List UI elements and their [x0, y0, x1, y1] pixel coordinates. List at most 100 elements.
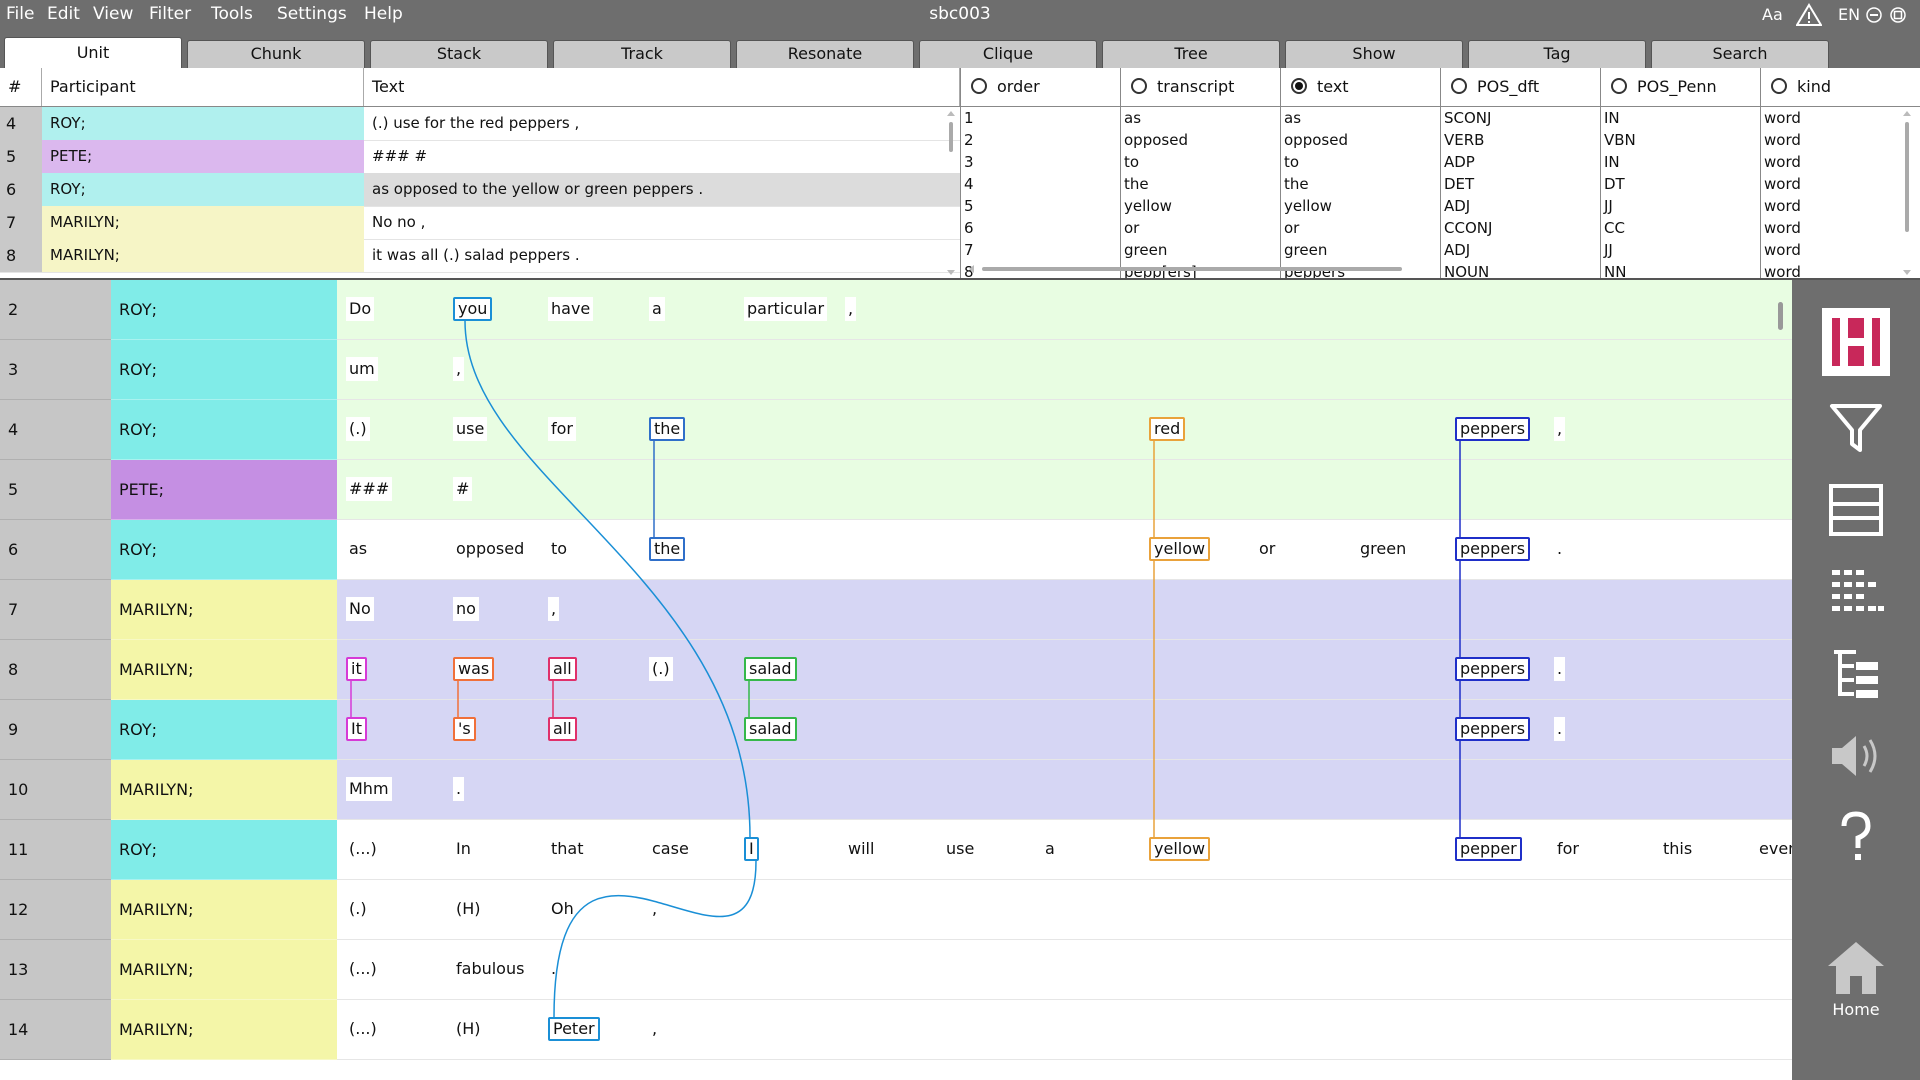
token-cell[interactable]: 5	[964, 197, 974, 215]
grid-row[interactable]: 7 MARILYN; No no,	[0, 580, 1792, 640]
minimize-icon[interactable]	[1866, 7, 1882, 27]
token-cell[interactable]: opposed	[1284, 131, 1348, 149]
token-cell[interactable]: IN	[1604, 109, 1620, 127]
word-token[interactable]: ###	[346, 477, 393, 501]
menu-edit[interactable]: Edit	[47, 4, 80, 24]
word-token[interactable]: It	[346, 717, 367, 741]
grid-row[interactable]: 5 PETE; ### #	[0, 460, 1792, 520]
header-text[interactable]: Text	[364, 68, 960, 106]
word-token[interactable]: or	[1256, 537, 1279, 561]
token-cell[interactable]: IN	[1604, 153, 1620, 171]
word-token[interactable]: ,	[1554, 417, 1566, 441]
radio-button[interactable]	[1451, 77, 1467, 94]
tab-chunk[interactable]: Chunk	[187, 40, 365, 68]
token-cell[interactable]: word	[1764, 241, 1801, 259]
radio-button[interactable]	[1611, 77, 1627, 94]
grid-row[interactable]: 8 MARILYN; it was all (.) salad peppers.	[0, 640, 1792, 700]
word-token[interactable]: .	[1554, 537, 1566, 561]
word-token[interactable]: all	[548, 657, 577, 681]
token-cell[interactable]: to	[1284, 153, 1300, 171]
word-token[interactable]: was	[453, 657, 495, 681]
grid-row[interactable]: 12 MARILYN; (.) (H) Oh,	[0, 880, 1792, 940]
token-cell[interactable]: CCONJ	[1444, 219, 1493, 237]
token-cell[interactable]: yellow	[1124, 197, 1172, 215]
unit-table-scrollbar[interactable]	[944, 108, 958, 278]
word-token[interactable]: peppers	[1455, 417, 1531, 441]
token-cell[interactable]: CC	[1604, 219, 1625, 237]
word-token[interactable]: will	[845, 837, 878, 861]
grid-row[interactable]: 2 ROY; Do you have a particular,	[0, 280, 1792, 340]
word-token[interactable]: you	[453, 297, 493, 321]
word-token[interactable]: peppers	[1455, 537, 1531, 561]
word-token[interactable]: Peter	[548, 1017, 600, 1041]
word-token[interactable]: to	[548, 537, 571, 561]
token-cell[interactable]: VBN	[1604, 131, 1636, 149]
word-token[interactable]: ,	[649, 1017, 661, 1041]
help-icon[interactable]	[1816, 808, 1896, 888]
token-cell[interactable]: word	[1764, 263, 1801, 279]
grid-row[interactable]: 13 MARILYN; (...) fabulous.	[0, 940, 1792, 1000]
grid-scrollbar[interactable]	[1776, 290, 1786, 1070]
word-token[interactable]: for	[1554, 837, 1582, 861]
word-token[interactable]: Do	[346, 297, 375, 321]
word-token[interactable]: ,	[845, 297, 857, 321]
word-token[interactable]: as	[346, 537, 371, 561]
word-token[interactable]: eveni	[1756, 837, 1792, 861]
token-cell[interactable]: word	[1764, 219, 1801, 237]
word-token[interactable]: (...)	[346, 957, 380, 981]
panel-separator[interactable]	[0, 278, 1920, 280]
token-cell[interactable]: DT	[1604, 175, 1625, 193]
word-token[interactable]: particular	[744, 297, 828, 321]
token-cell[interactable]: 2	[964, 131, 974, 149]
token-cell[interactable]: or	[1284, 219, 1300, 237]
word-token[interactable]: no	[453, 597, 479, 621]
word-token[interactable]: yellow	[1149, 837, 1211, 861]
word-token[interactable]: green	[1357, 537, 1410, 561]
word-token[interactable]: peppers	[1455, 657, 1531, 681]
token-cell[interactable]: JJ	[1604, 197, 1613, 215]
word-token[interactable]: yellow	[1149, 537, 1211, 561]
token-cell[interactable]: 7	[964, 241, 974, 259]
token-cell[interactable]: as	[1124, 109, 1142, 127]
word-token[interactable]: I	[744, 837, 759, 861]
token-cell[interactable]: yellow	[1284, 197, 1332, 215]
word-token[interactable]: (H)	[453, 1017, 484, 1041]
menu-view[interactable]: View	[93, 4, 134, 24]
tab-tree[interactable]: Tree	[1102, 40, 1280, 68]
token-cell[interactable]: 1	[964, 109, 974, 127]
word-token[interactable]: No	[346, 597, 374, 621]
word-token[interactable]: In	[453, 837, 474, 861]
token-table-vscrollbar[interactable]	[1900, 108, 1914, 278]
tree-icon[interactable]	[1816, 644, 1896, 724]
tab-unit[interactable]: Unit	[4, 37, 182, 68]
word-token[interactable]: peppers	[1455, 717, 1531, 741]
tab-show[interactable]: Show	[1285, 40, 1463, 68]
token-col-header-kind[interactable]: kind	[1760, 68, 1920, 106]
token-cell[interactable]: the	[1124, 175, 1149, 193]
word-token[interactable]: (H)	[453, 897, 484, 921]
menu-tools[interactable]: Tools	[211, 4, 253, 24]
word-token[interactable]: red	[1149, 417, 1186, 441]
speaker-icon[interactable]	[1816, 726, 1896, 806]
word-token[interactable]: this	[1660, 837, 1696, 861]
unit-row[interactable]: 8 MARILYN; it was all (.) salad peppers .	[0, 239, 960, 273]
tab-tag[interactable]: Tag	[1468, 40, 1646, 68]
warning-icon[interactable]	[1795, 3, 1823, 31]
radio-button[interactable]	[971, 77, 987, 94]
token-cell[interactable]: SCONJ	[1444, 109, 1492, 127]
word-token[interactable]: (.)	[649, 657, 673, 681]
token-col-header-text[interactable]: text	[1280, 68, 1440, 106]
logo-icon[interactable]	[1816, 306, 1896, 386]
token-cell[interactable]: NOUN	[1444, 263, 1490, 279]
header-num[interactable]: #	[0, 68, 42, 106]
word-token[interactable]: (...)	[346, 837, 380, 861]
menu-file[interactable]: File	[6, 4, 35, 24]
word-token[interactable]: for	[548, 417, 576, 441]
token-cell[interactable]: the	[1284, 175, 1309, 193]
word-token[interactable]: that	[548, 837, 587, 861]
token-cell[interactable]: 8	[964, 263, 974, 279]
chunk-view-icon[interactable]	[1816, 562, 1896, 642]
token-cell[interactable]: to	[1124, 153, 1140, 171]
grid-row[interactable]: 6 ROY; as opposed to the yellow or green peppers.	[0, 520, 1792, 580]
